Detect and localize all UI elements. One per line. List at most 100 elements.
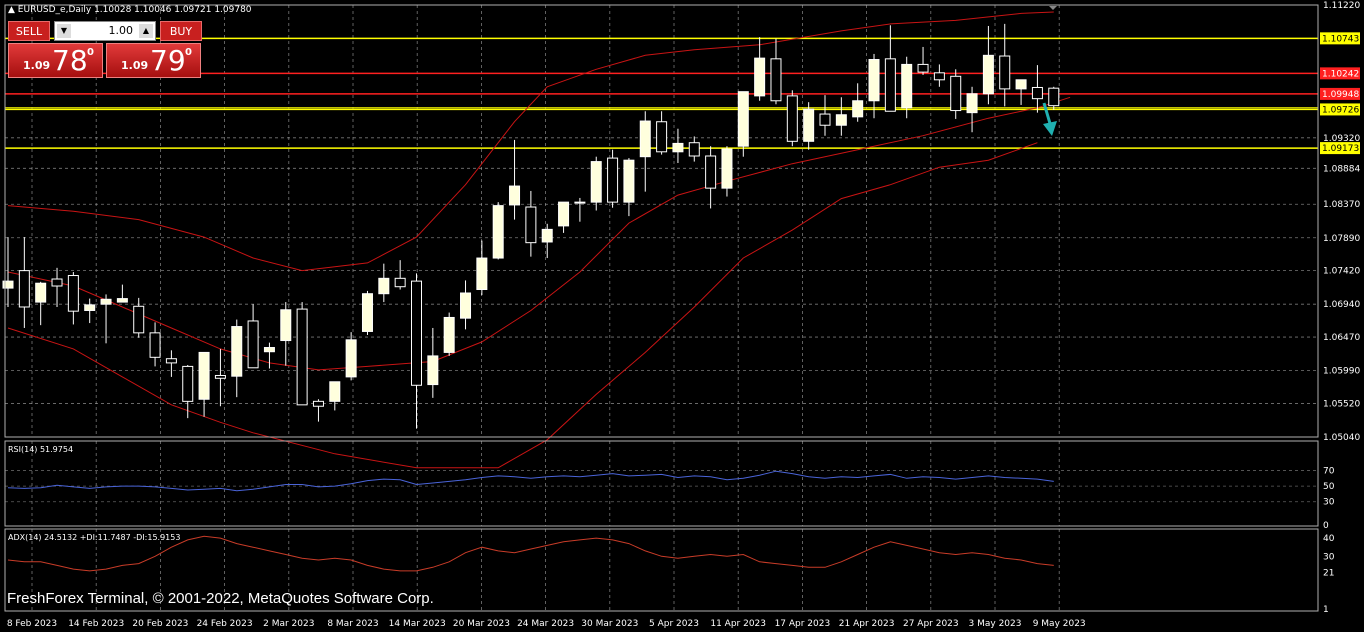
one-click-trade-panel: SELL ▼ 1.00 ▲ BUY 1.09 78 0 1.09 79 0 (8, 21, 202, 78)
candle-body (296, 308, 308, 406)
candle-body (214, 374, 226, 379)
sell-price-prefix: 1.09 (23, 59, 51, 72)
y-tick-label: 1.08370 (1323, 200, 1360, 210)
y-tick-label: 1.11220 (1323, 1, 1360, 11)
rsi-tick-label: 50 (1323, 482, 1335, 492)
adx-line (7, 535, 1054, 572)
candle-body (231, 326, 243, 377)
y-tick-label: 1.05990 (1323, 367, 1360, 377)
buy-price-pips: 79 (150, 44, 186, 77)
axes: 8 Feb 2023 14 Feb 2023 20 Feb 2023 24 Feb 2… (4, 1, 1360, 629)
candle-body (672, 142, 684, 153)
y-tick-label: 1.05520 (1323, 399, 1360, 409)
candle-body (280, 309, 292, 342)
lot-increase-icon[interactable]: ▲ (139, 24, 153, 38)
candle-body (574, 201, 586, 204)
adx-panel: 40 30 21 1 (7, 534, 1335, 615)
x-tick-label: 17 Apr 2023 (775, 619, 831, 629)
candle-body (590, 161, 602, 203)
candle-body (18, 270, 30, 308)
candle-body (1031, 86, 1043, 100)
trend-arrow (1042, 6, 1057, 136)
bollinger-lower (7, 142, 1038, 469)
level-tag-label: 1.10242 (1322, 69, 1359, 79)
candle-body (198, 351, 210, 400)
candle-body (868, 59, 880, 102)
symbol-title: ▲ EURUSD_e,Daily 1.10028 1.10046 1.09721… (8, 5, 252, 15)
candle-body (558, 201, 570, 227)
collapse-triangle-icon[interactable]: ▲ (8, 5, 15, 15)
candle-body (165, 358, 177, 364)
x-tick-label: 27 Apr 2023 (903, 619, 959, 629)
candle-body (361, 293, 373, 332)
x-tick-label: 20 Mar 2023 (453, 619, 510, 629)
main-panel-frame (4, 4, 1319, 438)
rsi-panel-frame (4, 440, 1319, 527)
sell-button[interactable]: SELL (8, 21, 50, 41)
x-tick-label: 21 Apr 2023 (839, 619, 895, 629)
candle-body (852, 100, 864, 118)
candle-body (492, 205, 504, 259)
buy-price-box[interactable]: 1.09 79 0 (106, 43, 201, 78)
candle-body (345, 339, 357, 378)
candle-body (100, 298, 112, 305)
bollinger-bands (7, 11, 1071, 469)
candle-body (607, 157, 619, 203)
chart-title: EURUSD_e,Daily 1.10028 1.10046 1.09721 1… (17, 5, 252, 15)
lot-decrease-icon[interactable]: ▼ (57, 24, 71, 38)
adx-label: ADX(14) 24.5132 +DI:11.7487 -DI:15.9153 (8, 533, 181, 542)
adx-tick-label: 40 (1323, 534, 1335, 544)
candle-body (35, 282, 47, 303)
candle-body (835, 114, 847, 126)
down-arrow-icon (1043, 121, 1057, 136)
y-tick-label: 1.07890 (1323, 234, 1360, 244)
candle-body (476, 257, 488, 291)
candle-body (770, 58, 782, 102)
y-tick-label: 1.07420 (1323, 267, 1360, 277)
candle-body (263, 347, 275, 353)
grid (5, 4, 1318, 611)
x-tick-label: 3 May 2023 (969, 619, 1022, 629)
candle-body (754, 57, 766, 97)
candle-body (541, 228, 553, 243)
bollinger-middle (7, 96, 1071, 371)
candle-body (411, 280, 422, 386)
candle-body (705, 155, 717, 189)
x-tick-label: 20 Feb 2023 (132, 619, 188, 629)
candle-body (116, 298, 128, 303)
rsi-panel: 70 50 30 0 (5, 466, 1335, 531)
copyright-text: FreshForex Terminal, © 2001-2022, MetaQu… (7, 590, 434, 607)
y-tick-label: 1.09320 (1323, 134, 1360, 144)
candle-body (378, 277, 390, 295)
candle-body (1048, 87, 1060, 107)
candle-body (67, 275, 79, 312)
rsi-label: RSI(14) 51.9754 (8, 445, 74, 454)
candle-body (656, 121, 668, 153)
candle-body (786, 95, 798, 142)
adx-tick-label: 1 (1323, 605, 1329, 615)
sell-price-box[interactable]: 1.09 78 0 (8, 43, 103, 78)
candle-body (460, 292, 472, 319)
sell-price-fraction: 0 (87, 47, 94, 58)
level-tag-label: 1.09948 (1322, 90, 1359, 100)
lot-size-stepper[interactable]: ▼ 1.00 ▲ (54, 21, 156, 41)
y-tick-label: 1.08884 (1323, 164, 1360, 174)
lot-size-value[interactable]: 1.00 (108, 24, 134, 37)
x-tick-label: 11 Apr 2023 (710, 619, 766, 629)
x-tick-label: 5 Apr 2023 (649, 619, 699, 629)
candle-body (917, 63, 929, 73)
candle-body (966, 93, 978, 114)
level-tag (1320, 67, 1360, 80)
x-tick-label: 9 May 2023 (1033, 619, 1086, 629)
y-tick-label: 1.06470 (1323, 333, 1360, 343)
rsi-line (7, 470, 1054, 492)
candle-body (427, 355, 439, 386)
candle-body (509, 185, 521, 206)
x-tick-label: 2 Mar 2023 (263, 619, 314, 629)
candle-body (525, 206, 537, 244)
candle-body (182, 365, 194, 402)
adx-tick-label: 30 (1323, 552, 1335, 562)
adx-panel-frame (4, 528, 1319, 612)
buy-button[interactable]: BUY (160, 21, 202, 41)
level-tag (1320, 142, 1360, 155)
